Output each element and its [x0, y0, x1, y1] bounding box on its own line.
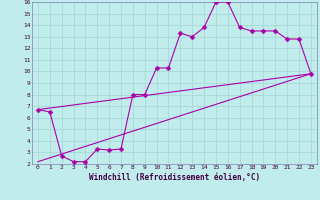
X-axis label: Windchill (Refroidissement éolien,°C): Windchill (Refroidissement éolien,°C): [89, 173, 260, 182]
